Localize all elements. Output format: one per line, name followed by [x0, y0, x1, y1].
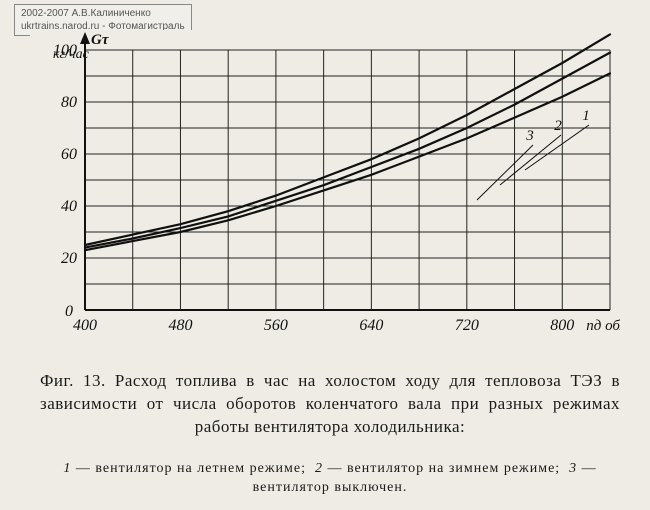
figure-caption: Фиг. 13. Расход топлива в час на холосто…	[40, 370, 620, 439]
y-tick-label: 20	[61, 250, 77, 267]
series-label-3: 3	[525, 128, 534, 144]
y-tick-label: 0	[65, 303, 73, 320]
legend-item-number: 3	[569, 461, 577, 476]
x-tick-label: 640	[359, 317, 383, 334]
x-tick-label: 560	[264, 317, 288, 334]
legend-item-text: вентилятор выключен.	[253, 480, 408, 495]
caption-text: Фиг. 13. Расход топлива в час на холосто…	[40, 371, 620, 436]
y-tick-label: 60	[61, 146, 77, 163]
y-symbol-label: Gτ	[91, 32, 110, 48]
x-tick-label: 720	[455, 317, 479, 334]
series-label-2: 2	[554, 118, 562, 134]
y-unit-label: кг/час	[53, 47, 90, 62]
legend-item-number: 1	[63, 461, 71, 476]
legend-item-text: вентилятор на летнем режиме;	[95, 461, 306, 476]
chart-svg: 400480560640720800204060801000кг/часGτnд…	[30, 30, 620, 350]
y-tick-label: 40	[61, 198, 77, 215]
legend-item-text: вентилятор на зимнем режиме;	[347, 461, 560, 476]
chart-container: 400480560640720800204060801000кг/часGτnд…	[30, 30, 620, 350]
series-label-1: 1	[582, 108, 590, 124]
x-tick-label: 400	[73, 317, 97, 334]
watermark-line1: 2002-2007 А.В.Калиниченко	[21, 7, 185, 20]
x-tick-label: 800	[550, 317, 574, 334]
x-unit-label: nд об/мин	[586, 318, 620, 334]
legend-item-number: 2	[315, 461, 323, 476]
y-tick-label: 80	[61, 94, 77, 111]
figure-legend: 1 — вентилятор на летнем режиме; 2 — вен…	[40, 460, 620, 498]
x-tick-label: 480	[168, 317, 192, 334]
